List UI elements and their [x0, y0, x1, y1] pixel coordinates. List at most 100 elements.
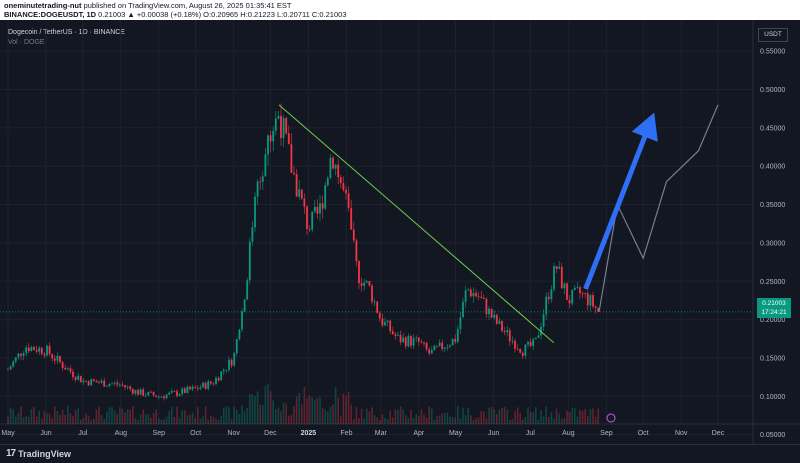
volume-bar	[186, 415, 189, 424]
volume-bar	[33, 407, 35, 424]
candle-body	[17, 353, 20, 358]
candle-body	[303, 198, 306, 207]
volume-bar	[386, 419, 389, 424]
volume-bar	[30, 409, 33, 424]
candle-body	[295, 174, 298, 197]
y-tick-label: 0.35000	[760, 202, 785, 209]
x-tick-label: Jun	[40, 430, 51, 437]
candle-body	[449, 345, 451, 347]
candle-body	[82, 380, 85, 383]
volume-bar	[238, 414, 241, 424]
candle-body	[480, 296, 483, 298]
candle-body	[508, 330, 511, 342]
volume-bar	[529, 411, 532, 424]
volume-bar	[80, 419, 82, 424]
volume-bar	[184, 410, 186, 424]
candle-body	[399, 334, 402, 343]
candle-body	[358, 261, 360, 284]
volume-bar	[496, 414, 498, 424]
candle-body	[46, 345, 48, 356]
candle-body	[482, 297, 485, 299]
candle-body	[181, 388, 184, 395]
x-tick-label: May	[1, 430, 15, 437]
volume-bar	[316, 398, 319, 424]
publisher-line: oneminutetrading-nut published on Tradin…	[4, 1, 292, 10]
volume-bar	[160, 419, 163, 424]
volume-bar	[282, 402, 285, 424]
candle-body	[560, 266, 563, 289]
volume-bar	[498, 409, 501, 424]
volume-bar	[93, 418, 95, 424]
candle-body	[118, 384, 121, 386]
candle-body	[103, 380, 106, 387]
candle-body	[537, 335, 540, 338]
candle-body	[306, 206, 308, 229]
candle-body	[485, 298, 488, 315]
current-price-tag: 0.21003 17:24:21	[757, 298, 791, 318]
volume-bar	[191, 412, 194, 424]
candle-body	[355, 240, 358, 262]
volume-bar	[280, 411, 282, 424]
y-tick-label: 0.40000	[760, 164, 785, 171]
candle-body	[527, 342, 529, 345]
volume-bar	[493, 408, 495, 424]
candle-body	[579, 287, 581, 293]
candle-body	[436, 345, 438, 347]
volume-bar	[155, 409, 157, 424]
candle-body	[524, 344, 527, 356]
x-tick-label: Dec	[264, 430, 277, 437]
current-price-value: 0.21003	[762, 300, 786, 307]
candle-body	[131, 388, 134, 394]
volume-bar	[9, 407, 12, 424]
candle-body	[274, 118, 277, 131]
x-tick-label: Mar	[375, 430, 388, 437]
volume-bar	[301, 404, 303, 424]
candle-body	[189, 386, 191, 390]
volume-bar	[441, 413, 443, 424]
candle-body	[56, 355, 59, 361]
volume-bar	[262, 404, 264, 424]
volume-bar	[553, 418, 555, 424]
volume-bar	[293, 406, 295, 424]
candle-body	[152, 391, 155, 396]
volume-bar	[233, 406, 235, 424]
volume-bar	[38, 410, 40, 424]
x-tick-label: Aug	[115, 430, 128, 437]
candle-body	[368, 281, 371, 286]
volume-bar	[472, 419, 475, 424]
volume-bar	[236, 409, 238, 424]
candle-body	[501, 320, 503, 332]
candle-body	[381, 318, 384, 326]
volume-bar	[555, 408, 558, 424]
candle-body	[464, 290, 467, 302]
candle-body	[183, 388, 186, 393]
candle-body	[511, 340, 514, 342]
y-tick-label: 0.50000	[760, 87, 785, 94]
candle-body	[350, 208, 353, 230]
volume-bar	[464, 415, 467, 424]
volume-bar	[116, 414, 118, 424]
volume-bar	[503, 406, 506, 424]
candle-body	[589, 295, 592, 306]
candle-body	[313, 206, 316, 212]
x-tick-label: Nov	[227, 430, 240, 437]
tradingview-logo[interactable]: 17 TradingView	[6, 448, 71, 459]
price-chart[interactable]: 0.600000.550000.500000.450000.400000.350…	[0, 20, 800, 444]
volume-bar	[303, 386, 306, 424]
candle-body	[311, 211, 314, 230]
candle-body	[420, 341, 423, 343]
bullish-arrow	[583, 112, 658, 290]
volume-bar	[20, 406, 22, 424]
candle-body	[503, 331, 506, 333]
candle-body	[243, 299, 246, 312]
currency-selector[interactable]: USDT	[758, 28, 788, 42]
candle-body	[555, 266, 558, 269]
candle-body	[488, 308, 490, 315]
volume-bar	[64, 414, 66, 424]
candle-body	[339, 177, 342, 184]
volume-bar	[176, 406, 178, 424]
volume-bar	[306, 398, 308, 424]
candle-body	[87, 381, 90, 386]
candle-body	[451, 338, 454, 346]
candle-body	[134, 390, 137, 394]
